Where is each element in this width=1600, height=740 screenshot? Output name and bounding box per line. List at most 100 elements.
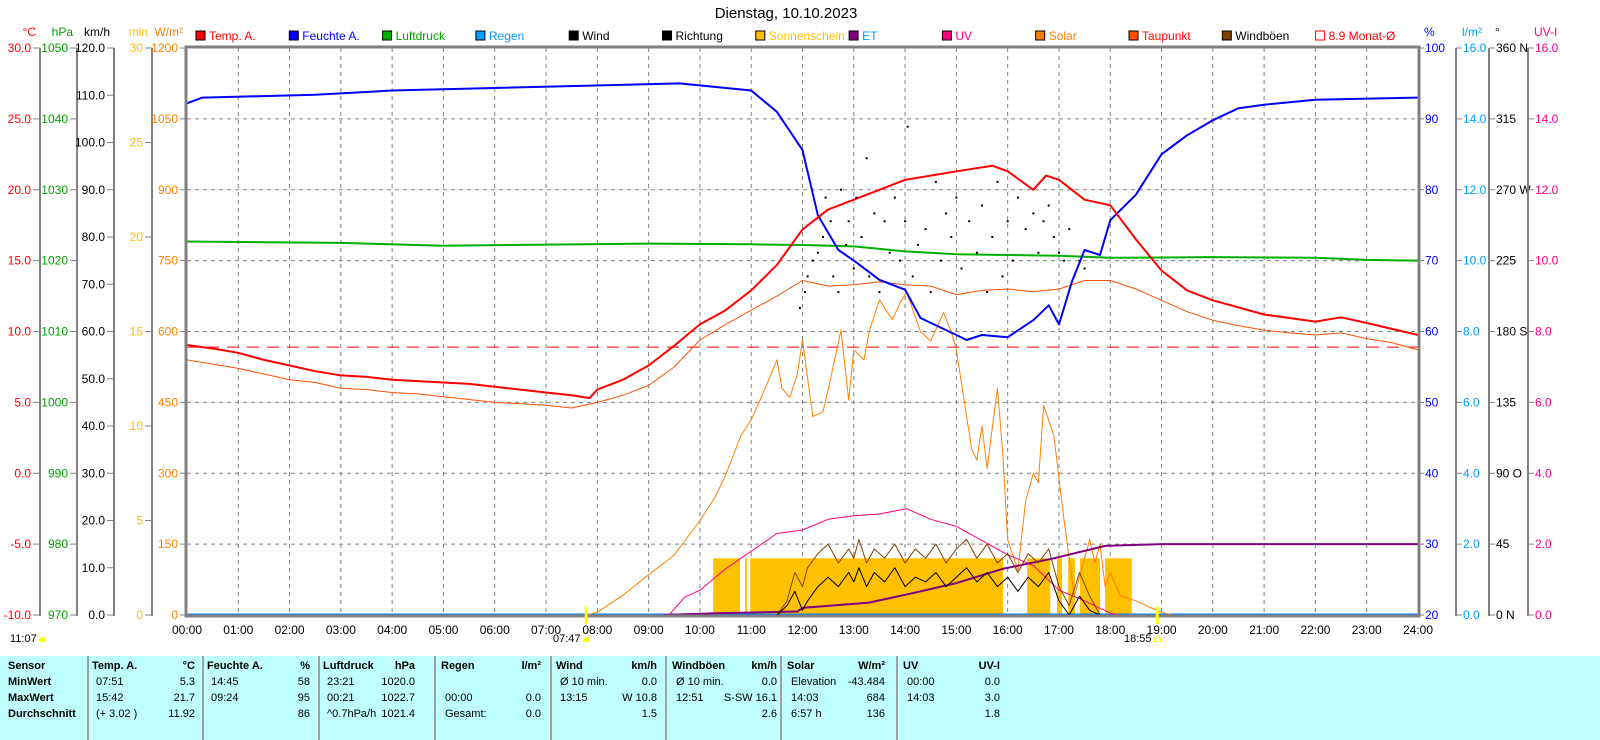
sunset-marker: 18:55 — [1124, 633, 1161, 645]
weather-chart: °C 30.0 25.0 20.0 15.0 10.0 5.0 0.0 -5.0 -10.0 hPa… — [4, 25, 1559, 637]
series-uv — [668, 508, 1121, 616]
column-separator — [318, 656, 320, 740]
axis-tick-label: 0.0 — [1535, 608, 1552, 622]
axis-tick-label: 25 — [130, 136, 144, 150]
axis-tick-label: 1010 — [41, 325, 68, 339]
axis-tick-label: 0.0 — [14, 466, 31, 480]
axis-tick-label: 4.0 — [1463, 466, 1480, 480]
axis-tick-label: 1020 — [41, 254, 68, 268]
axis-unit-label: min — [129, 25, 148, 39]
wind-direction-point — [839, 188, 842, 191]
x-tick-label: 10:00 — [685, 623, 715, 637]
stat-value: 21.7 — [173, 692, 195, 704]
stat-time: 14:03 — [791, 692, 819, 704]
stat-time: 00:00 — [907, 676, 935, 688]
stat-value: 2.6 — [761, 708, 777, 720]
x-tick-label: 17:00 — [1044, 623, 1074, 637]
wind-direction-point — [1057, 251, 1060, 254]
stat-value: 1020.0 — [381, 676, 415, 688]
axis-tick-label: 2.0 — [1535, 537, 1552, 551]
x-tick-label: 12:00 — [787, 623, 817, 637]
axis-tick-label: 10.0 — [8, 325, 32, 339]
x-tick-label: 13:00 — [839, 623, 869, 637]
axis-tick-label: 20 — [130, 230, 144, 244]
axis-tick-label: 5 — [136, 514, 143, 528]
wind-direction-point — [1042, 220, 1045, 223]
legend-label: Taupunkt — [1142, 29, 1191, 43]
column-unit: l/m² — [521, 660, 541, 672]
series-luftdruck — [186, 240, 1419, 262]
stat-value: 136 — [866, 708, 885, 720]
stat-value: 1021.4 — [381, 708, 415, 720]
stat-value: 0.0 — [984, 676, 1000, 688]
stat-value: 5.3 — [179, 676, 195, 688]
axis-tick-label: 90.0 — [82, 183, 106, 197]
stat-time: Gesamt: — [445, 708, 487, 720]
legend-swatch — [662, 30, 672, 41]
wind-direction-point — [1011, 259, 1014, 262]
stat-time: 07:51 — [96, 676, 124, 688]
wind-direction-point — [847, 220, 850, 223]
axis-tick-label: 5.0 — [14, 395, 31, 409]
stat-value: 1.5 — [641, 708, 657, 720]
sunshine-bar — [1068, 558, 1075, 615]
row-label: Durchschnitt — [8, 708, 76, 720]
axis-tick-label: 12.0 — [1463, 183, 1487, 197]
legend-label: Wind — [582, 29, 609, 43]
sunset-icon — [1153, 636, 1161, 642]
stat-time: 6:57 h — [791, 708, 822, 720]
stat-value: 0.0 — [761, 676, 777, 688]
x-tick-label: 11:00 — [737, 623, 766, 637]
legend-swatch — [1128, 30, 1139, 41]
axes: °C 30.0 25.0 20.0 15.0 10.0 5.0 0.0 -5.0 -10.0 hPa… — [4, 25, 1559, 622]
legend-swatch — [568, 30, 579, 41]
wind-direction-point — [855, 196, 858, 199]
stat-value: 0.0 — [525, 692, 541, 704]
axis-tick-label: 315 — [1496, 112, 1516, 126]
axis-tick-label: 750 — [158, 254, 178, 268]
column-unit: W/m² — [858, 660, 885, 672]
wind-direction-point — [1068, 228, 1071, 231]
stat-value: S-SW 16.1 — [723, 692, 777, 704]
axis-tick-label: 40.0 — [82, 419, 106, 433]
series-temp-a — [186, 164, 1419, 400]
series-feuchte-a — [186, 82, 1419, 341]
axis-tick-label: 970 — [48, 608, 68, 622]
stat-value: 11.92 — [168, 708, 195, 720]
axis-tick-label: 15 — [130, 325, 144, 339]
wind-direction-point — [888, 251, 891, 254]
stat-value: 0.0 — [641, 676, 657, 688]
stat-time: 12:51 — [676, 692, 704, 704]
stat-time: 00:00 — [445, 692, 473, 704]
wind-direction-point — [924, 228, 927, 231]
axis-unit-label: % — [1424, 25, 1435, 39]
chart-title: Dienstag, 10.10.2023 — [714, 5, 858, 22]
sunshine-bar — [713, 558, 740, 615]
stat-time: 23:21 — [327, 676, 355, 688]
stat-value: 58 — [297, 676, 310, 688]
wind-direction-point — [1063, 259, 1066, 262]
column-separator — [87, 656, 89, 740]
axis-tick-label: 0 N — [1496, 608, 1515, 622]
axis-tick-label: 1030 — [41, 183, 68, 197]
wind-direction-point — [816, 251, 819, 254]
legend-label: Windböen — [1235, 29, 1289, 43]
x-tick-label: 21:00 — [1249, 623, 1279, 637]
wind-direction-point — [804, 291, 807, 294]
x-tick-label: 00:00 — [172, 623, 202, 637]
axis-tick-label: 10.0 — [1535, 254, 1559, 268]
stat-value: 86 — [297, 708, 310, 720]
axis-tick-label: 60 — [1425, 325, 1439, 339]
wind-direction-point — [878, 291, 881, 294]
stat-value: -43.484 — [847, 676, 885, 688]
x-tick-label: 18:00 — [1095, 623, 1125, 637]
axis-tick-label: 450 — [158, 395, 178, 409]
wind-direction-point — [1001, 275, 1004, 278]
axis-tick-label: 600 — [158, 325, 178, 339]
x-tick-label: 23:00 — [1352, 623, 1382, 637]
x-tick-label: 06:00 — [480, 623, 510, 637]
axis-tick-label: 1050 — [41, 41, 68, 55]
wind-direction-point — [852, 267, 855, 270]
axis-tick-label: 180 S — [1496, 325, 1527, 339]
wind-direction-point — [829, 220, 832, 223]
